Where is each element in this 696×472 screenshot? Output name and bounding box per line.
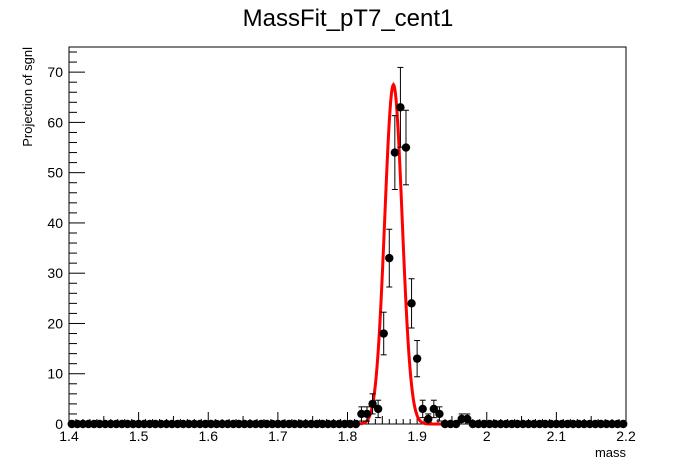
point-marker [424, 414, 433, 424]
data-point [351, 419, 361, 429]
x-tick-label: 2.2 [616, 428, 636, 444]
point-marker [379, 329, 388, 338]
data-point [368, 393, 377, 415]
x-tick-label: 2.1 [547, 428, 567, 444]
x-tick-label: 1.4 [59, 428, 79, 444]
point-marker [407, 299, 416, 308]
axes: 1.4 1.5 1.6 1.7 1.8 1.9 2 2.1 2.2 0 10 20 30 40 50 60 70 [47, 51, 636, 444]
point-marker [463, 414, 472, 424]
x-tick-label: 1.9 [407, 428, 427, 444]
y-tick-label: 60 [47, 114, 63, 130]
data-point [429, 399, 439, 419]
fit-curve [69, 81, 626, 426]
point-marker [362, 409, 372, 419]
y-tick-label: 20 [47, 315, 63, 331]
x-tick-label: 2 [483, 428, 491, 444]
y-tick-label: 10 [47, 366, 63, 382]
data-points [67, 66, 628, 429]
x-axis-label: mass [595, 445, 627, 460]
fit-line [69, 81, 626, 426]
plot-frame [68, 46, 627, 425]
point-marker [418, 404, 427, 414]
data-point [418, 399, 427, 419]
y-tick-label: 0 [55, 416, 63, 432]
data-point [451, 419, 461, 429]
y-tick-label: 70 [47, 64, 63, 80]
point-marker [373, 404, 383, 414]
point-marker [351, 419, 361, 429]
point-marker [385, 253, 394, 263]
x-tick-label: 1.5 [129, 428, 149, 444]
y-tick-label: 40 [47, 215, 63, 231]
data-point [619, 419, 628, 429]
point-marker [619, 419, 628, 429]
point-marker [451, 419, 461, 429]
y-axis-label: Projection of sgnl [20, 47, 35, 147]
chart-title: MassFit_pT7_cent1 [243, 5, 454, 32]
x-tick-label: 1.8 [338, 428, 358, 444]
data-point [385, 228, 394, 288]
y-tick-label: 50 [47, 165, 63, 181]
data-point [362, 406, 372, 422]
point-marker [368, 399, 377, 409]
data-point [379, 311, 388, 356]
data-point [396, 66, 405, 148]
y-tick-label: 30 [47, 265, 63, 281]
data-point [412, 340, 422, 378]
data-point [401, 109, 411, 186]
data-point [435, 406, 444, 422]
data-point [424, 413, 433, 424]
data-point [390, 115, 400, 190]
point-marker [396, 103, 405, 112]
point-marker [390, 148, 400, 157]
data-point [407, 278, 416, 329]
point-marker [401, 143, 411, 152]
point-marker [429, 404, 439, 414]
point-marker [412, 354, 422, 363]
x-tick-label: 1.7 [268, 428, 288, 444]
data-point [373, 399, 383, 419]
data-point [463, 413, 472, 424]
x-tick-label: 1.6 [199, 428, 219, 444]
point-marker [435, 409, 444, 419]
